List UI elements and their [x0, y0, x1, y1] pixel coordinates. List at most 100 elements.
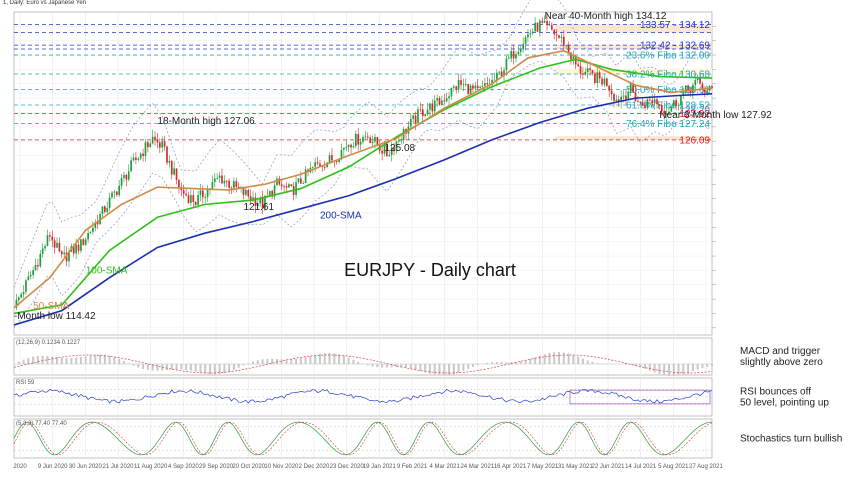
annotation-7: 100-SMA	[86, 265, 128, 276]
macd-histogram-bar	[122, 360, 125, 364]
panel-frame-3	[13, 418, 713, 459]
candle-body	[505, 58, 508, 71]
annotation-4: Near 6-Month low 127.92	[659, 110, 772, 121]
x-tick-label: 11 Aug 2020	[134, 464, 168, 470]
candle-body	[445, 98, 448, 102]
level-label-11: 126.09	[679, 135, 710, 146]
macd-histogram-bar	[505, 362, 508, 364]
candle-body	[120, 177, 123, 186]
level-label-4: 23.6% Fibo 132.00	[626, 51, 710, 62]
candle-body	[192, 195, 195, 202]
candle-body	[393, 147, 395, 151]
candle-body	[646, 99, 649, 108]
candle-body	[154, 136, 156, 140]
macd-histogram-bar	[524, 360, 527, 364]
candle-body	[60, 251, 63, 255]
macd-histogram-bar	[213, 364, 216, 375]
candle-body	[534, 22, 536, 32]
macd-histogram-bar	[658, 364, 661, 374]
candle-body	[366, 136, 369, 138]
candle-body	[261, 198, 264, 209]
candle-body	[304, 169, 307, 184]
candle-body	[469, 85, 472, 95]
candle-body	[484, 83, 486, 86]
macd-histogram-bar	[237, 364, 240, 368]
x-tick-label: 10 Nov 2020	[264, 464, 299, 470]
candle-body	[218, 175, 221, 178]
macd-histogram-bar	[347, 357, 350, 364]
x-tick-label: 9 Jun 2020	[38, 464, 68, 470]
candle-body	[295, 182, 297, 195]
candle-body	[20, 294, 23, 298]
panel-frame-1	[13, 337, 713, 376]
candle-body	[278, 178, 281, 185]
annotation-2: 125.08	[385, 143, 416, 154]
candle-body	[345, 147, 348, 148]
candle-body	[34, 264, 37, 271]
panel-frame-0	[13, 11, 713, 336]
candle-body	[493, 79, 496, 81]
x-tick-label: 4 Mar 2021	[429, 464, 460, 470]
macd-histogram-bar	[60, 357, 63, 364]
macd-histogram-bar	[84, 356, 87, 364]
macd-histogram-bar	[696, 364, 699, 370]
macd-histogram-bar	[70, 358, 73, 364]
macd-histogram-bar	[36, 356, 39, 364]
candle-body	[204, 197, 207, 198]
macd-histogram-bar	[711, 364, 713, 367]
candle-body	[75, 244, 77, 254]
candle-body	[82, 239, 85, 246]
candle-body	[158, 142, 161, 148]
macd-histogram-bar	[261, 359, 264, 364]
candle-body	[25, 280, 27, 293]
candle-body	[536, 22, 539, 32]
candle-body	[467, 84, 470, 95]
candle-body	[259, 198, 262, 204]
candle-body	[412, 115, 415, 119]
x-tick-label: 2 Dec 2020	[299, 464, 330, 470]
candle-body	[596, 72, 599, 83]
macd-histogram-bar	[390, 364, 393, 368]
price-zone-3	[555, 136, 712, 140]
candle-body	[617, 99, 620, 102]
candle-body	[541, 20, 544, 23]
level-label-9: 127.92	[679, 109, 710, 120]
candle-body	[233, 181, 235, 189]
macd-histogram-bar	[438, 364, 441, 376]
candle-body	[352, 146, 355, 148]
level-label-0: 133.57 - 134.12	[640, 20, 710, 31]
candle-body	[429, 103, 431, 110]
level-label-10: 76.4% Fibo 127.24	[626, 119, 710, 130]
candle-body	[374, 136, 376, 142]
macd-histogram-bar	[318, 353, 321, 364]
candle-body	[507, 58, 510, 60]
macd-histogram-bar	[677, 364, 680, 376]
candle-body	[603, 78, 606, 85]
candle-body	[649, 99, 651, 101]
candle-body	[543, 20, 546, 23]
level-label-7: 61.8% Fibo 128.52	[626, 101, 710, 112]
candle-body	[577, 64, 579, 67]
candle-body	[687, 85, 689, 91]
candle-body	[558, 35, 560, 38]
candle-body	[560, 36, 563, 38]
macd-histogram-bar	[519, 361, 522, 364]
macd-histogram-bar	[424, 364, 427, 373]
candle-body	[103, 206, 106, 212]
macd-histogram-bar	[428, 364, 431, 374]
macd-histogram-bar	[366, 364, 369, 366]
candle-body	[316, 162, 319, 164]
candle-body	[605, 78, 608, 86]
candle-body	[594, 73, 596, 83]
candle-body	[551, 25, 553, 30]
x-tick-label: 16 Apr 2021	[494, 464, 527, 470]
macd-histogram-bar	[79, 357, 82, 364]
macd-histogram-bar	[127, 363, 130, 364]
macd-histogram-bar	[558, 352, 561, 364]
stoch-k-line	[13, 421, 713, 456]
candle-body	[343, 147, 345, 150]
macd-histogram-bar	[285, 359, 288, 364]
candle-body	[300, 178, 302, 184]
macd-histogram-bar	[534, 357, 537, 364]
annotation-1: 18-Month high 127.06	[157, 116, 255, 127]
